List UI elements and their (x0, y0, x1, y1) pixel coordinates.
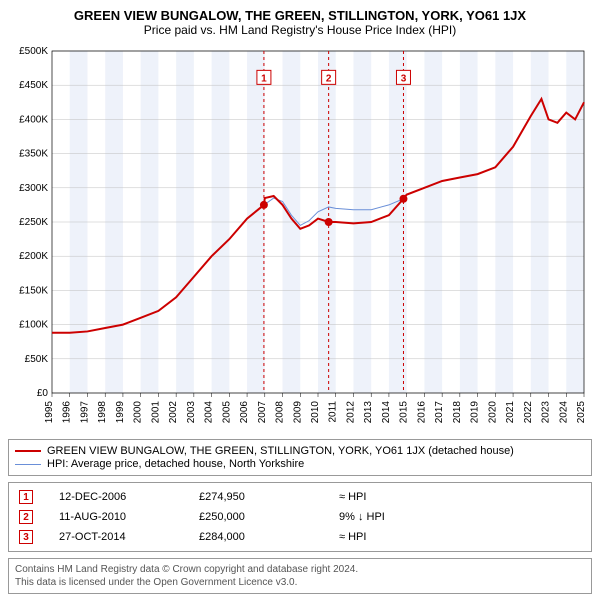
sale-vs-hpi: 9% ↓ HPI (335, 507, 585, 527)
sale-marker-icon: 3 (19, 530, 33, 544)
svg-text:2: 2 (326, 73, 332, 84)
svg-text:2021: 2021 (505, 401, 516, 424)
svg-text:2023: 2023 (541, 401, 552, 424)
svg-text:1: 1 (261, 73, 267, 84)
sale-vs-hpi: ≈ HPI (335, 487, 585, 507)
footer-line2: This data is licensed under the Open Gov… (15, 576, 585, 589)
svg-text:2007: 2007 (257, 401, 268, 424)
svg-text:2012: 2012 (345, 401, 356, 424)
svg-text:2000: 2000 (133, 401, 144, 424)
legend-label-property: GREEN VIEW BUNGALOW, THE GREEN, STILLING… (47, 445, 514, 457)
sale-marker-icon: 1 (19, 490, 33, 504)
svg-text:2022: 2022 (523, 401, 534, 424)
svg-text:1996: 1996 (62, 401, 73, 424)
sale-row: 3 27-OCT-2014£284,000≈ HPI (15, 527, 585, 547)
svg-text:£150K: £150K (19, 285, 48, 296)
svg-text:£350K: £350K (19, 149, 48, 160)
sale-row: 2 11-AUG-2010£250,0009% ↓ HPI (15, 507, 585, 527)
svg-text:2020: 2020 (487, 401, 498, 424)
svg-text:2017: 2017 (434, 401, 445, 424)
sale-marker-icon: 2 (19, 510, 33, 524)
sale-price: £284,000 (195, 527, 335, 547)
svg-text:2008: 2008 (275, 401, 286, 424)
svg-text:£450K: £450K (19, 80, 48, 91)
svg-text:2005: 2005 (221, 401, 232, 424)
sale-date: 27-OCT-2014 (55, 527, 195, 547)
svg-text:£100K: £100K (19, 320, 48, 331)
svg-text:2025: 2025 (576, 401, 587, 424)
sale-row: 1 12-DEC-2006£274,950≈ HPI (15, 487, 585, 507)
svg-text:£0: £0 (37, 388, 49, 399)
sale-price: £274,950 (195, 487, 335, 507)
svg-text:2002: 2002 (168, 401, 179, 424)
svg-text:2016: 2016 (416, 401, 427, 424)
svg-text:2024: 2024 (558, 401, 569, 424)
svg-text:2013: 2013 (363, 401, 374, 424)
svg-text:2011: 2011 (328, 401, 339, 423)
sale-date: 11-AUG-2010 (55, 507, 195, 527)
svg-text:2010: 2010 (310, 401, 321, 424)
svg-text:£300K: £300K (19, 183, 48, 194)
svg-text:2004: 2004 (204, 401, 215, 424)
svg-text:£250K: £250K (19, 217, 48, 228)
title-line2: Price paid vs. HM Land Registry's House … (8, 23, 592, 37)
svg-text:£200K: £200K (19, 251, 48, 262)
svg-text:2003: 2003 (186, 401, 197, 424)
svg-text:1997: 1997 (79, 401, 90, 424)
legend-swatch-property (15, 450, 41, 452)
footer-line1: Contains HM Land Registry data © Crown c… (15, 563, 585, 576)
svg-text:2018: 2018 (452, 401, 463, 424)
sales-table: 1 12-DEC-2006£274,950≈ HPI 2 11-AUG-2010£25… (8, 482, 592, 552)
price-chart: £0 £50K £100K £150K £200K £250K £300K £350K £400… (8, 43, 592, 433)
svg-text:£50K: £50K (25, 354, 49, 365)
svg-text:3: 3 (401, 73, 407, 84)
svg-text:2001: 2001 (150, 401, 161, 424)
svg-text:1995: 1995 (44, 401, 55, 424)
svg-text:2009: 2009 (292, 401, 303, 424)
sale-date: 12-DEC-2006 (55, 487, 195, 507)
svg-text:1998: 1998 (97, 401, 108, 424)
title-line1: GREEN VIEW BUNGALOW, THE GREEN, STILLING… (8, 8, 592, 23)
sale-vs-hpi: ≈ HPI (335, 527, 585, 547)
attribution-footer: Contains HM Land Registry data © Crown c… (8, 558, 592, 594)
svg-text:2006: 2006 (239, 401, 250, 424)
legend: GREEN VIEW BUNGALOW, THE GREEN, STILLING… (8, 439, 592, 476)
svg-text:£400K: £400K (19, 114, 48, 125)
svg-text:1999: 1999 (115, 401, 126, 424)
sale-price: £250,000 (195, 507, 335, 527)
svg-text:£500K: £500K (19, 46, 48, 57)
svg-text:2019: 2019 (470, 401, 481, 424)
legend-label-hpi: HPI: Average price, detached house, Nort… (47, 458, 304, 470)
legend-swatch-hpi (15, 464, 41, 465)
svg-text:2014: 2014 (381, 401, 392, 424)
title-block: GREEN VIEW BUNGALOW, THE GREEN, STILLING… (8, 8, 592, 37)
svg-text:2015: 2015 (399, 401, 410, 424)
